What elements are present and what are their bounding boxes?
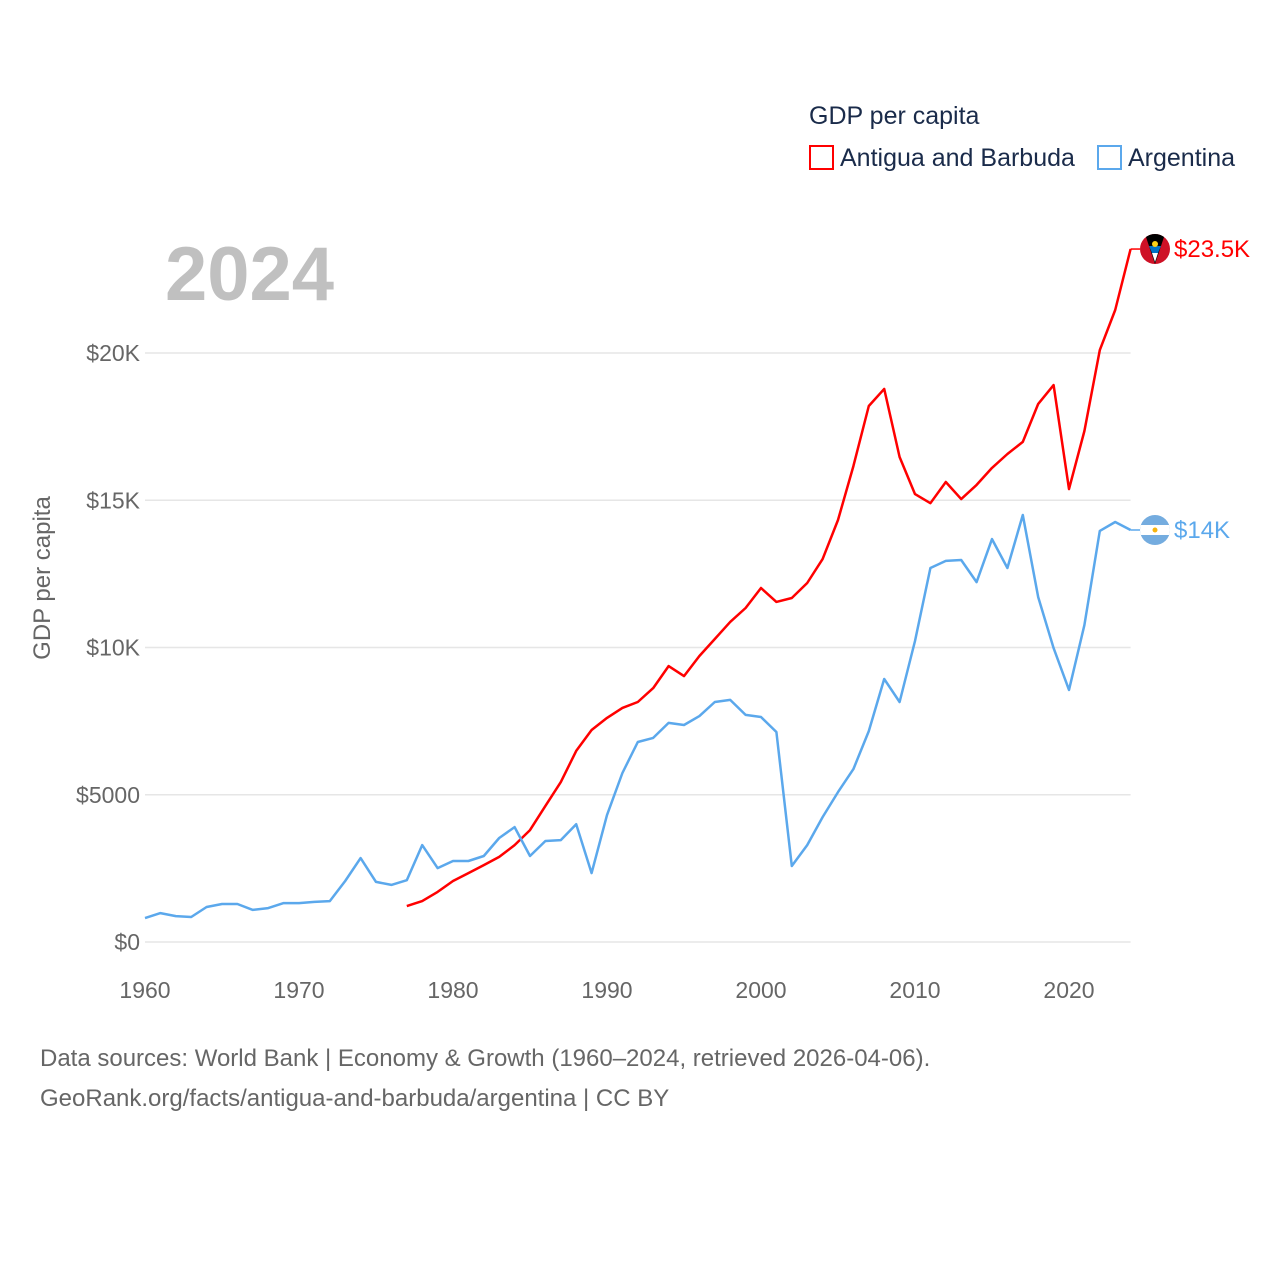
legend-label-antigua: Antigua and Barbuda (840, 144, 1075, 172)
antigua-flag-icon (1140, 234, 1170, 265)
series-line-antigua (406, 248, 1132, 908)
end-label-argentina: $14K (1174, 517, 1230, 544)
year-label: 2024 (165, 232, 334, 317)
legend-label-argentina: Argentina (1128, 144, 1235, 172)
legend-item-antigua[interactable]: Antigua and Barbuda (809, 144, 1075, 172)
y-tick-label: $10K (86, 635, 140, 661)
x-tick-label: 2000 (735, 977, 786, 1003)
legend-title: GDP per capita (809, 102, 980, 130)
x-tick-label: 1960 (119, 977, 170, 1003)
argentina-flag-icon (1140, 514, 1170, 545)
legend-item-argentina[interactable]: Argentina (1097, 144, 1235, 172)
legend-swatch-argentina (1097, 145, 1122, 170)
end-label-antigua: $23.5K (1174, 236, 1250, 263)
y-tick-label: $20K (86, 340, 140, 366)
y-tick-label: $5000 (76, 782, 140, 808)
x-tick-label: 2010 (889, 977, 940, 1003)
series-line-argentina (144, 513, 1132, 920)
x-tick-label: 1980 (427, 977, 478, 1003)
y-axis-label: GDP per capita (29, 496, 56, 660)
x-tick-label: 1970 (273, 977, 324, 1003)
legend-swatch-antigua (809, 145, 834, 170)
x-tick-label: 1990 (581, 977, 632, 1003)
x-tick-label: 2020 (1043, 977, 1094, 1003)
footer-link[interactable]: GeoRank.org/facts/antigua-and-barbuda/ar… (40, 1085, 670, 1112)
footer-sources: Data sources: World Bank | Economy & Gro… (40, 1045, 931, 1072)
y-tick-label: $0 (114, 929, 140, 955)
y-tick-label: $15K (86, 487, 140, 513)
